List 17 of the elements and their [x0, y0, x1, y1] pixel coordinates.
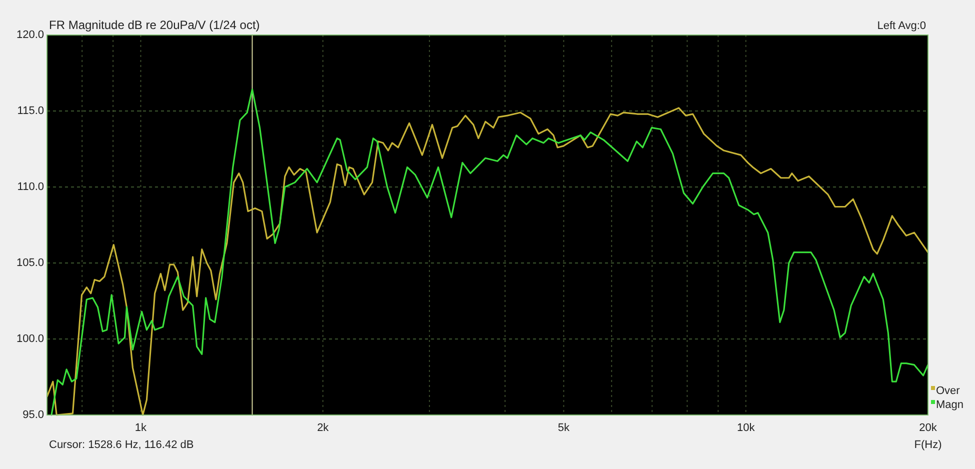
y-tick-label: 100.0	[16, 332, 44, 345]
x-tick-label: 10k	[736, 422, 756, 434]
x-tick-label: 2k	[317, 422, 330, 434]
y-tick-label: 110.0	[17, 180, 44, 193]
y-tick-label: 120.0	[16, 28, 44, 41]
y-tick-label: 95.0	[22, 408, 44, 421]
text: Cursor: 1528.6 Hz, 116.42 dB	[49, 439, 194, 451]
legend-label: Magn	[936, 398, 964, 411]
x-tick-label: 20k	[919, 422, 938, 434]
x-axis-title: F(Hz)	[914, 439, 942, 451]
x-tick-label: 5k	[558, 422, 570, 434]
text: Left Avg:0	[877, 20, 926, 32]
y-tick-label: 115.0	[17, 104, 44, 117]
x-tick-label: 1k	[134, 422, 148, 434]
legend-label: Over	[936, 384, 960, 397]
y-tick-label: 105.0	[16, 256, 44, 269]
chart-title: FR Magnitude dB re 20uPa/V (1/24 oct)	[49, 18, 260, 32]
